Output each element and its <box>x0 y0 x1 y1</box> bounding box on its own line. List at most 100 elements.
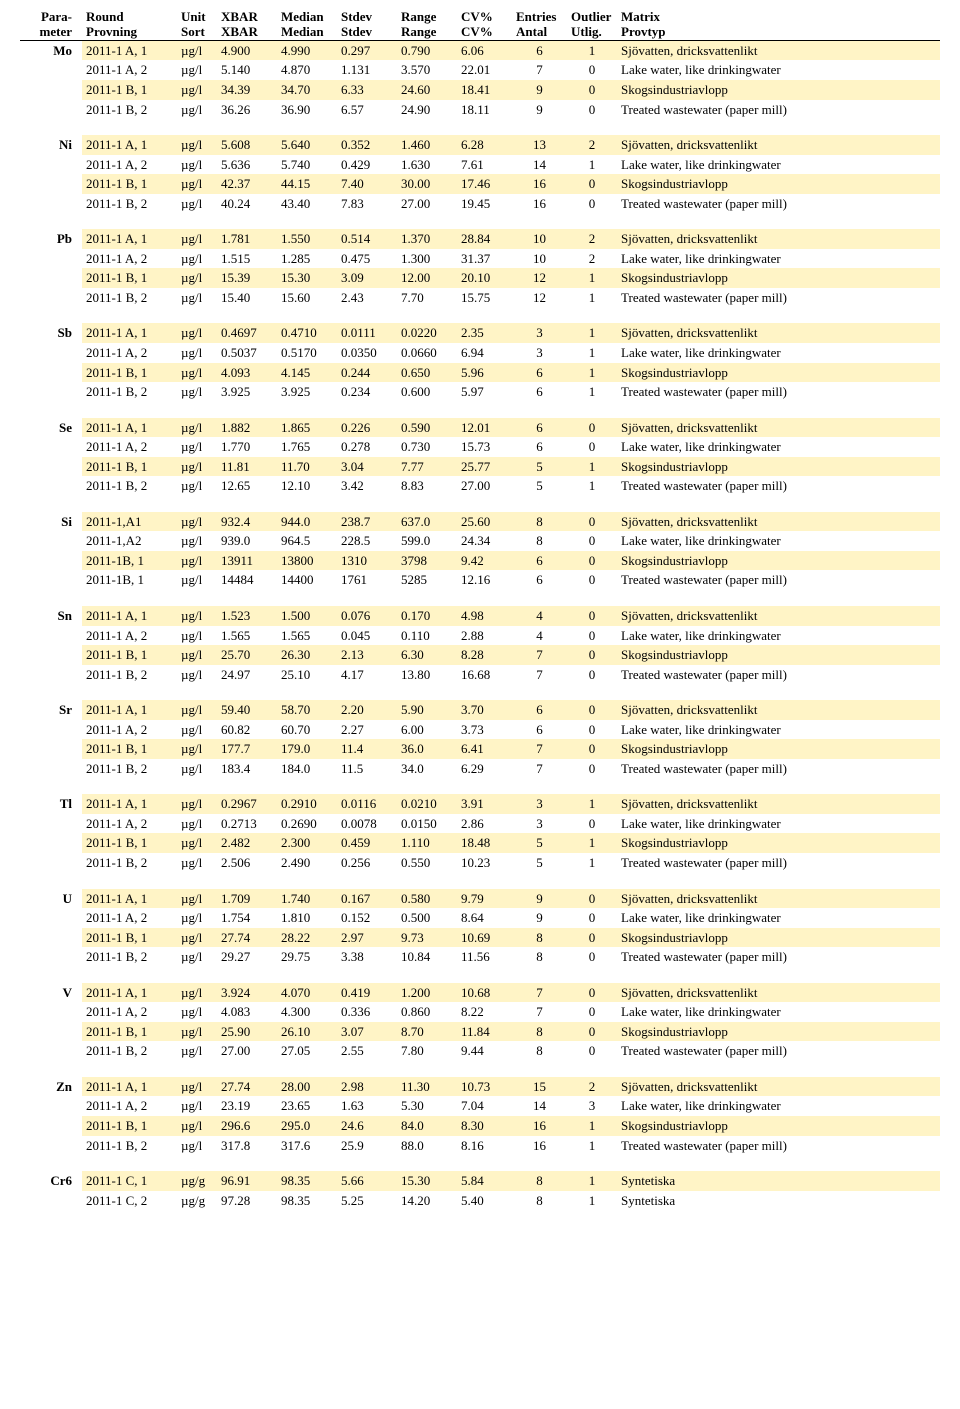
cell-stdev: 0.244 <box>337 363 397 383</box>
cell-entries: 12 <box>512 288 567 308</box>
cell-outlier: 0 <box>567 814 617 834</box>
table-row: Cr62011-1 C, 1µg/g96.9198.355.6615.305.8… <box>20 1171 940 1191</box>
cell-unit: µg/l <box>177 720 217 740</box>
cell-parameter <box>20 947 82 967</box>
cell-entries: 14 <box>512 1096 567 1116</box>
cell-parameter <box>20 1191 82 1211</box>
cell-round: 2011-1 B, 2 <box>82 100 177 120</box>
cell-round: 2011-1 A, 1 <box>82 794 177 814</box>
cell-matrix: Sjövatten, dricksvattenlikt <box>617 229 940 249</box>
cell-median: 28.00 <box>277 1077 337 1097</box>
cell-unit: µg/l <box>177 665 217 685</box>
cell-cv: 3.91 <box>457 794 512 814</box>
cell-unit: µg/l <box>177 814 217 834</box>
cell-range: 6.00 <box>397 720 457 740</box>
cell-round: 2011-1 B, 1 <box>82 833 177 853</box>
spacer-row <box>20 590 940 606</box>
cell-entries: 7 <box>512 645 567 665</box>
cell-parameter: U <box>20 889 82 909</box>
data-table: Para- Round Unit XBAR Median Stdev Range… <box>20 10 940 1210</box>
cell-unit: µg/l <box>177 531 217 551</box>
cell-range: 5285 <box>397 570 457 590</box>
table-row: 2011-1 B, 1µg/l4.0934.1450.2440.6505.966… <box>20 363 940 383</box>
cell-parameter <box>20 1136 82 1156</box>
cell-outlier: 0 <box>567 983 617 1003</box>
cell-median: 14400 <box>277 570 337 590</box>
cell-xbar: 40.24 <box>217 194 277 214</box>
cell-cv: 6.28 <box>457 135 512 155</box>
cell-xbar: 25.90 <box>217 1022 277 1042</box>
cell-round: 2011-1 A, 2 <box>82 626 177 646</box>
cell-parameter <box>20 720 82 740</box>
cell-matrix: Lake water, like drinkingwater <box>617 1002 940 1022</box>
cell-stdev: 3.07 <box>337 1022 397 1042</box>
cell-xbar: 296.6 <box>217 1116 277 1136</box>
cell-cv: 7.04 <box>457 1096 512 1116</box>
cell-matrix: Treated wastewater (paper mill) <box>617 476 940 496</box>
table-row: 2011-1 B, 1µg/l15.3915.303.0912.0020.101… <box>20 268 940 288</box>
cell-unit: µg/l <box>177 288 217 308</box>
cell-outlier: 0 <box>567 739 617 759</box>
cell-xbar: 2.506 <box>217 853 277 873</box>
cell-range: 11.30 <box>397 1077 457 1097</box>
table-header: Para- Round Unit XBAR Median Stdev Range… <box>20 10 940 40</box>
cell-stdev: 1.63 <box>337 1096 397 1116</box>
cell-cv: 19.45 <box>457 194 512 214</box>
cell-range: 7.80 <box>397 1041 457 1061</box>
cell-parameter <box>20 853 82 873</box>
table-row: Zn2011-1 A, 1µg/l27.7428.002.9811.3010.7… <box>20 1077 940 1097</box>
cell-parameter <box>20 551 82 571</box>
cell-round: 2011-1 A, 2 <box>82 437 177 457</box>
cell-entries: 6 <box>512 720 567 740</box>
cell-parameter <box>20 60 82 80</box>
cell-stdev: 0.297 <box>337 40 397 60</box>
cell-round: 2011-1 A, 1 <box>82 606 177 626</box>
cell-median: 0.2910 <box>277 794 337 814</box>
cell-median: 28.22 <box>277 928 337 948</box>
cell-unit: µg/l <box>177 908 217 928</box>
cell-entries: 16 <box>512 1136 567 1156</box>
cell-outlier: 0 <box>567 512 617 532</box>
cell-outlier: 0 <box>567 720 617 740</box>
cell-unit: µg/g <box>177 1191 217 1211</box>
cell-entries: 5 <box>512 476 567 496</box>
cell-outlier: 0 <box>567 174 617 194</box>
cell-median: 98.35 <box>277 1191 337 1211</box>
cell-xbar: 0.2967 <box>217 794 277 814</box>
cell-median: 26.10 <box>277 1022 337 1042</box>
cell-xbar: 60.82 <box>217 720 277 740</box>
cell-xbar: 25.70 <box>217 645 277 665</box>
cell-outlier: 0 <box>567 551 617 571</box>
cell-median: 12.10 <box>277 476 337 496</box>
cell-xbar: 29.27 <box>217 947 277 967</box>
cell-range: 27.00 <box>397 194 457 214</box>
cell-outlier: 1 <box>567 457 617 477</box>
cell-median: 5.640 <box>277 135 337 155</box>
cell-matrix: Lake water, like drinkingwater <box>617 908 940 928</box>
cell-outlier: 0 <box>567 437 617 457</box>
cell-unit: µg/l <box>177 928 217 948</box>
cell-cv: 5.84 <box>457 1171 512 1191</box>
cell-entries: 6 <box>512 551 567 571</box>
cell-parameter: Sb <box>20 323 82 343</box>
cell-round: 2011-1 A, 2 <box>82 60 177 80</box>
cell-xbar: 3.924 <box>217 983 277 1003</box>
cell-stdev: 2.97 <box>337 928 397 948</box>
cell-round: 2011-1 B, 2 <box>82 288 177 308</box>
cell-median: 1.765 <box>277 437 337 457</box>
cell-unit: µg/l <box>177 40 217 60</box>
header-entries-2: Antal <box>512 25 567 40</box>
cell-cv: 2.88 <box>457 626 512 646</box>
cell-matrix: Skogsindustriavlopp <box>617 1116 940 1136</box>
cell-cv: 12.16 <box>457 570 512 590</box>
cell-round: 2011-1 A, 1 <box>82 229 177 249</box>
cell-parameter: Pb <box>20 229 82 249</box>
cell-entries: 8 <box>512 1022 567 1042</box>
cell-outlier: 0 <box>567 570 617 590</box>
table-row: 2011-1 B, 2µg/l40.2443.407.8327.0019.451… <box>20 194 940 214</box>
header-round-2: Provning <box>82 25 177 40</box>
cell-range: 0.550 <box>397 853 457 873</box>
cell-unit: µg/l <box>177 100 217 120</box>
cell-range: 1.460 <box>397 135 457 155</box>
table-row: Sb2011-1 A, 1µg/l0.46970.47100.01110.022… <box>20 323 940 343</box>
